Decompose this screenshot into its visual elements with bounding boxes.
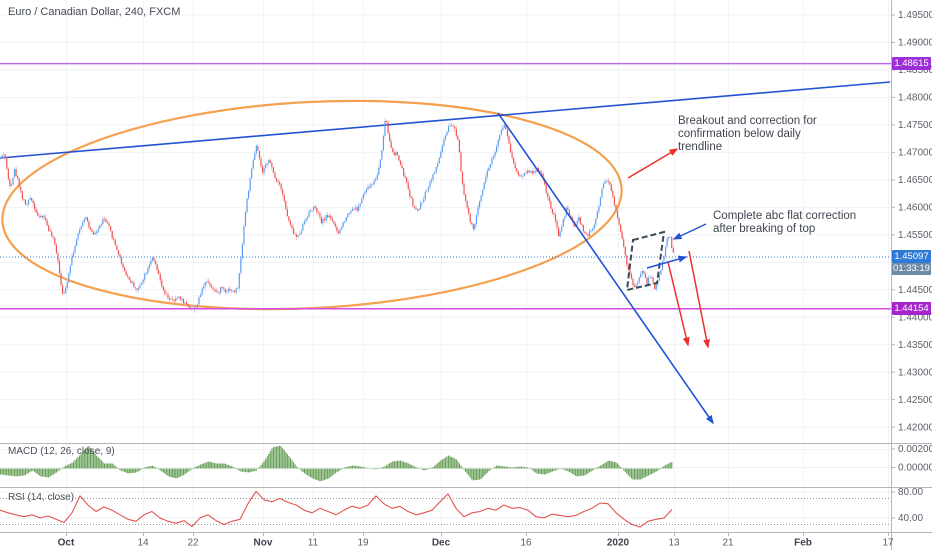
bar-countdown-badge: 01:33:19 <box>892 263 931 275</box>
svg-text:1.47500: 1.47500 <box>898 120 932 131</box>
price-level-badge-magenta: 1.44154 <box>892 302 931 315</box>
svg-text:1.44000: 1.44000 <box>898 312 932 323</box>
svg-text:21: 21 <box>722 538 734 549</box>
svg-text:80.00: 80.00 <box>898 487 923 498</box>
annotation-abc-text[interactable]: Complete abc flat correction after break… <box>713 210 857 235</box>
price-level-badge-purple: 1.48615 <box>892 57 931 70</box>
svg-text:16: 16 <box>520 538 532 549</box>
svg-text:1.43500: 1.43500 <box>898 340 932 351</box>
svg-text:Oct: Oct <box>58 538 75 549</box>
svg-text:13: 13 <box>668 538 680 549</box>
svg-text:1.48500: 1.48500 <box>898 65 932 76</box>
rsi-indicator-label[interactable]: RSI (14, close) <box>8 492 75 503</box>
svg-text:1.42000: 1.42000 <box>898 422 932 433</box>
svg-text:1.47000: 1.47000 <box>898 148 932 159</box>
price-axis[interactable] <box>892 0 932 532</box>
svg-text:Dec: Dec <box>432 538 451 549</box>
svg-text:2020: 2020 <box>607 538 630 549</box>
svg-text:17: 17 <box>882 538 894 549</box>
svg-text:0.00000: 0.00000 <box>898 463 932 474</box>
svg-text:1.46000: 1.46000 <box>898 202 932 213</box>
annotation-breakout-text[interactable]: Breakout and correction for confirmation… <box>678 115 817 153</box>
svg-text:1.49000: 1.49000 <box>898 38 932 49</box>
svg-text:1.43000: 1.43000 <box>898 367 932 378</box>
svg-text:1.49500: 1.49500 <box>898 10 932 21</box>
current-price-badge: 1.45097 <box>892 250 931 263</box>
svg-text:40.00: 40.00 <box>898 513 923 524</box>
macd-indicator-label[interactable]: MACD (12, 26, close, 9) <box>8 446 115 457</box>
svg-text:14: 14 <box>137 538 149 549</box>
svg-text:Feb: Feb <box>794 538 812 549</box>
time-axis[interactable] <box>0 533 932 550</box>
svg-text:11: 11 <box>308 538 319 549</box>
svg-text:Nov: Nov <box>254 538 273 549</box>
svg-text:1.42500: 1.42500 <box>898 395 932 406</box>
svg-text:1.45500: 1.45500 <box>898 230 932 241</box>
svg-text:1.44500: 1.44500 <box>898 285 932 296</box>
svg-text:19: 19 <box>357 538 369 549</box>
symbol-title[interactable]: Euro / Canadian Dollar, 240, FXCM <box>8 6 181 18</box>
svg-text:0.00200: 0.00200 <box>898 444 932 455</box>
svg-text:22: 22 <box>187 538 199 549</box>
svg-text:1.46500: 1.46500 <box>898 175 932 186</box>
svg-text:1.48000: 1.48000 <box>898 93 932 104</box>
